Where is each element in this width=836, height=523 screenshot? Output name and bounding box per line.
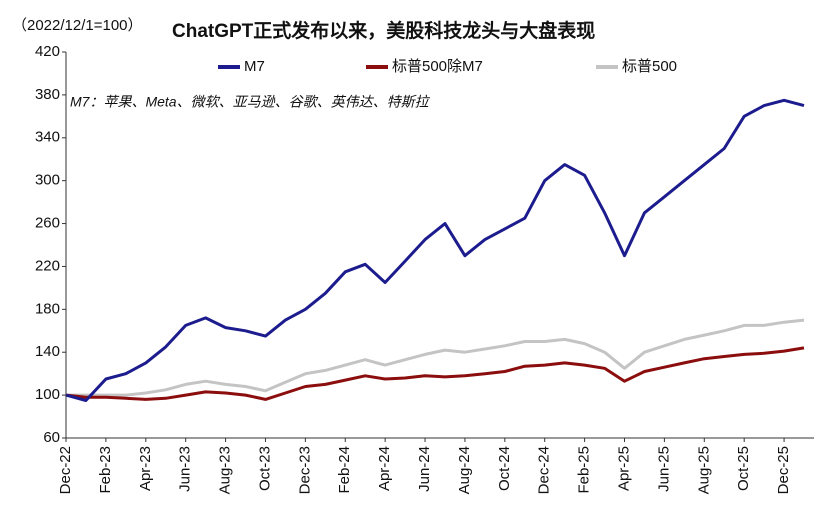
legend-label: M7 xyxy=(244,58,265,75)
series-line xyxy=(65,346,805,401)
y-tick-label: 140 xyxy=(35,343,60,360)
legend-label: 标普500除M7 xyxy=(392,58,483,75)
x-tick-label: Feb-25 xyxy=(576,446,593,494)
series-line xyxy=(65,98,805,402)
y-tick-label: 180 xyxy=(35,300,60,317)
y-tick-label: 100 xyxy=(35,386,60,403)
x-tick-label: Jun-25 xyxy=(655,446,672,492)
x-tick-label: Aug-25 xyxy=(695,446,712,494)
y-tick-label: 60 xyxy=(43,429,60,446)
y-tick-label: 300 xyxy=(35,172,60,189)
unit-note: （2022/12/1=100） xyxy=(12,17,143,34)
x-tick-label: Dec-23 xyxy=(296,446,313,494)
chart-title: ChatGPT正式发布以来，美股科技龙头与大盘表现 xyxy=(172,19,595,42)
x-tick-label: Oct-24 xyxy=(496,446,513,491)
x-tick-label: Aug-24 xyxy=(456,446,473,494)
x-tick-label: Dec-25 xyxy=(775,446,792,494)
annotation: M7：苹果、Meta、微软、亚马逊、谷歌、英伟达、特斯拉 xyxy=(70,94,431,110)
y-tick-label: 420 xyxy=(35,43,60,60)
x-tick-label: Oct-25 xyxy=(735,446,752,491)
x-tick-label: Apr-23 xyxy=(137,446,154,491)
x-tick-label: Feb-23 xyxy=(97,446,114,494)
x-tick-label: Apr-25 xyxy=(615,446,632,491)
y-tick-label: 220 xyxy=(35,257,60,274)
x-tick-label: Dec-22 xyxy=(57,446,74,494)
legend-label: 标普500 xyxy=(622,58,677,75)
x-tick-label: Feb-24 xyxy=(336,446,353,494)
x-tick-label: Oct-23 xyxy=(256,446,273,491)
y-tick-label: 340 xyxy=(35,129,60,146)
y-tick-label: 260 xyxy=(35,215,60,232)
y-tick-label: 380 xyxy=(35,86,60,103)
x-tick-label: Jun-23 xyxy=(177,446,194,492)
x-tick-label: Jun-24 xyxy=(416,446,433,492)
x-tick-label: Dec-24 xyxy=(536,446,553,494)
x-tick-label: Aug-23 xyxy=(217,446,234,494)
x-tick-label: Apr-24 xyxy=(376,446,393,491)
series-line xyxy=(66,318,805,397)
